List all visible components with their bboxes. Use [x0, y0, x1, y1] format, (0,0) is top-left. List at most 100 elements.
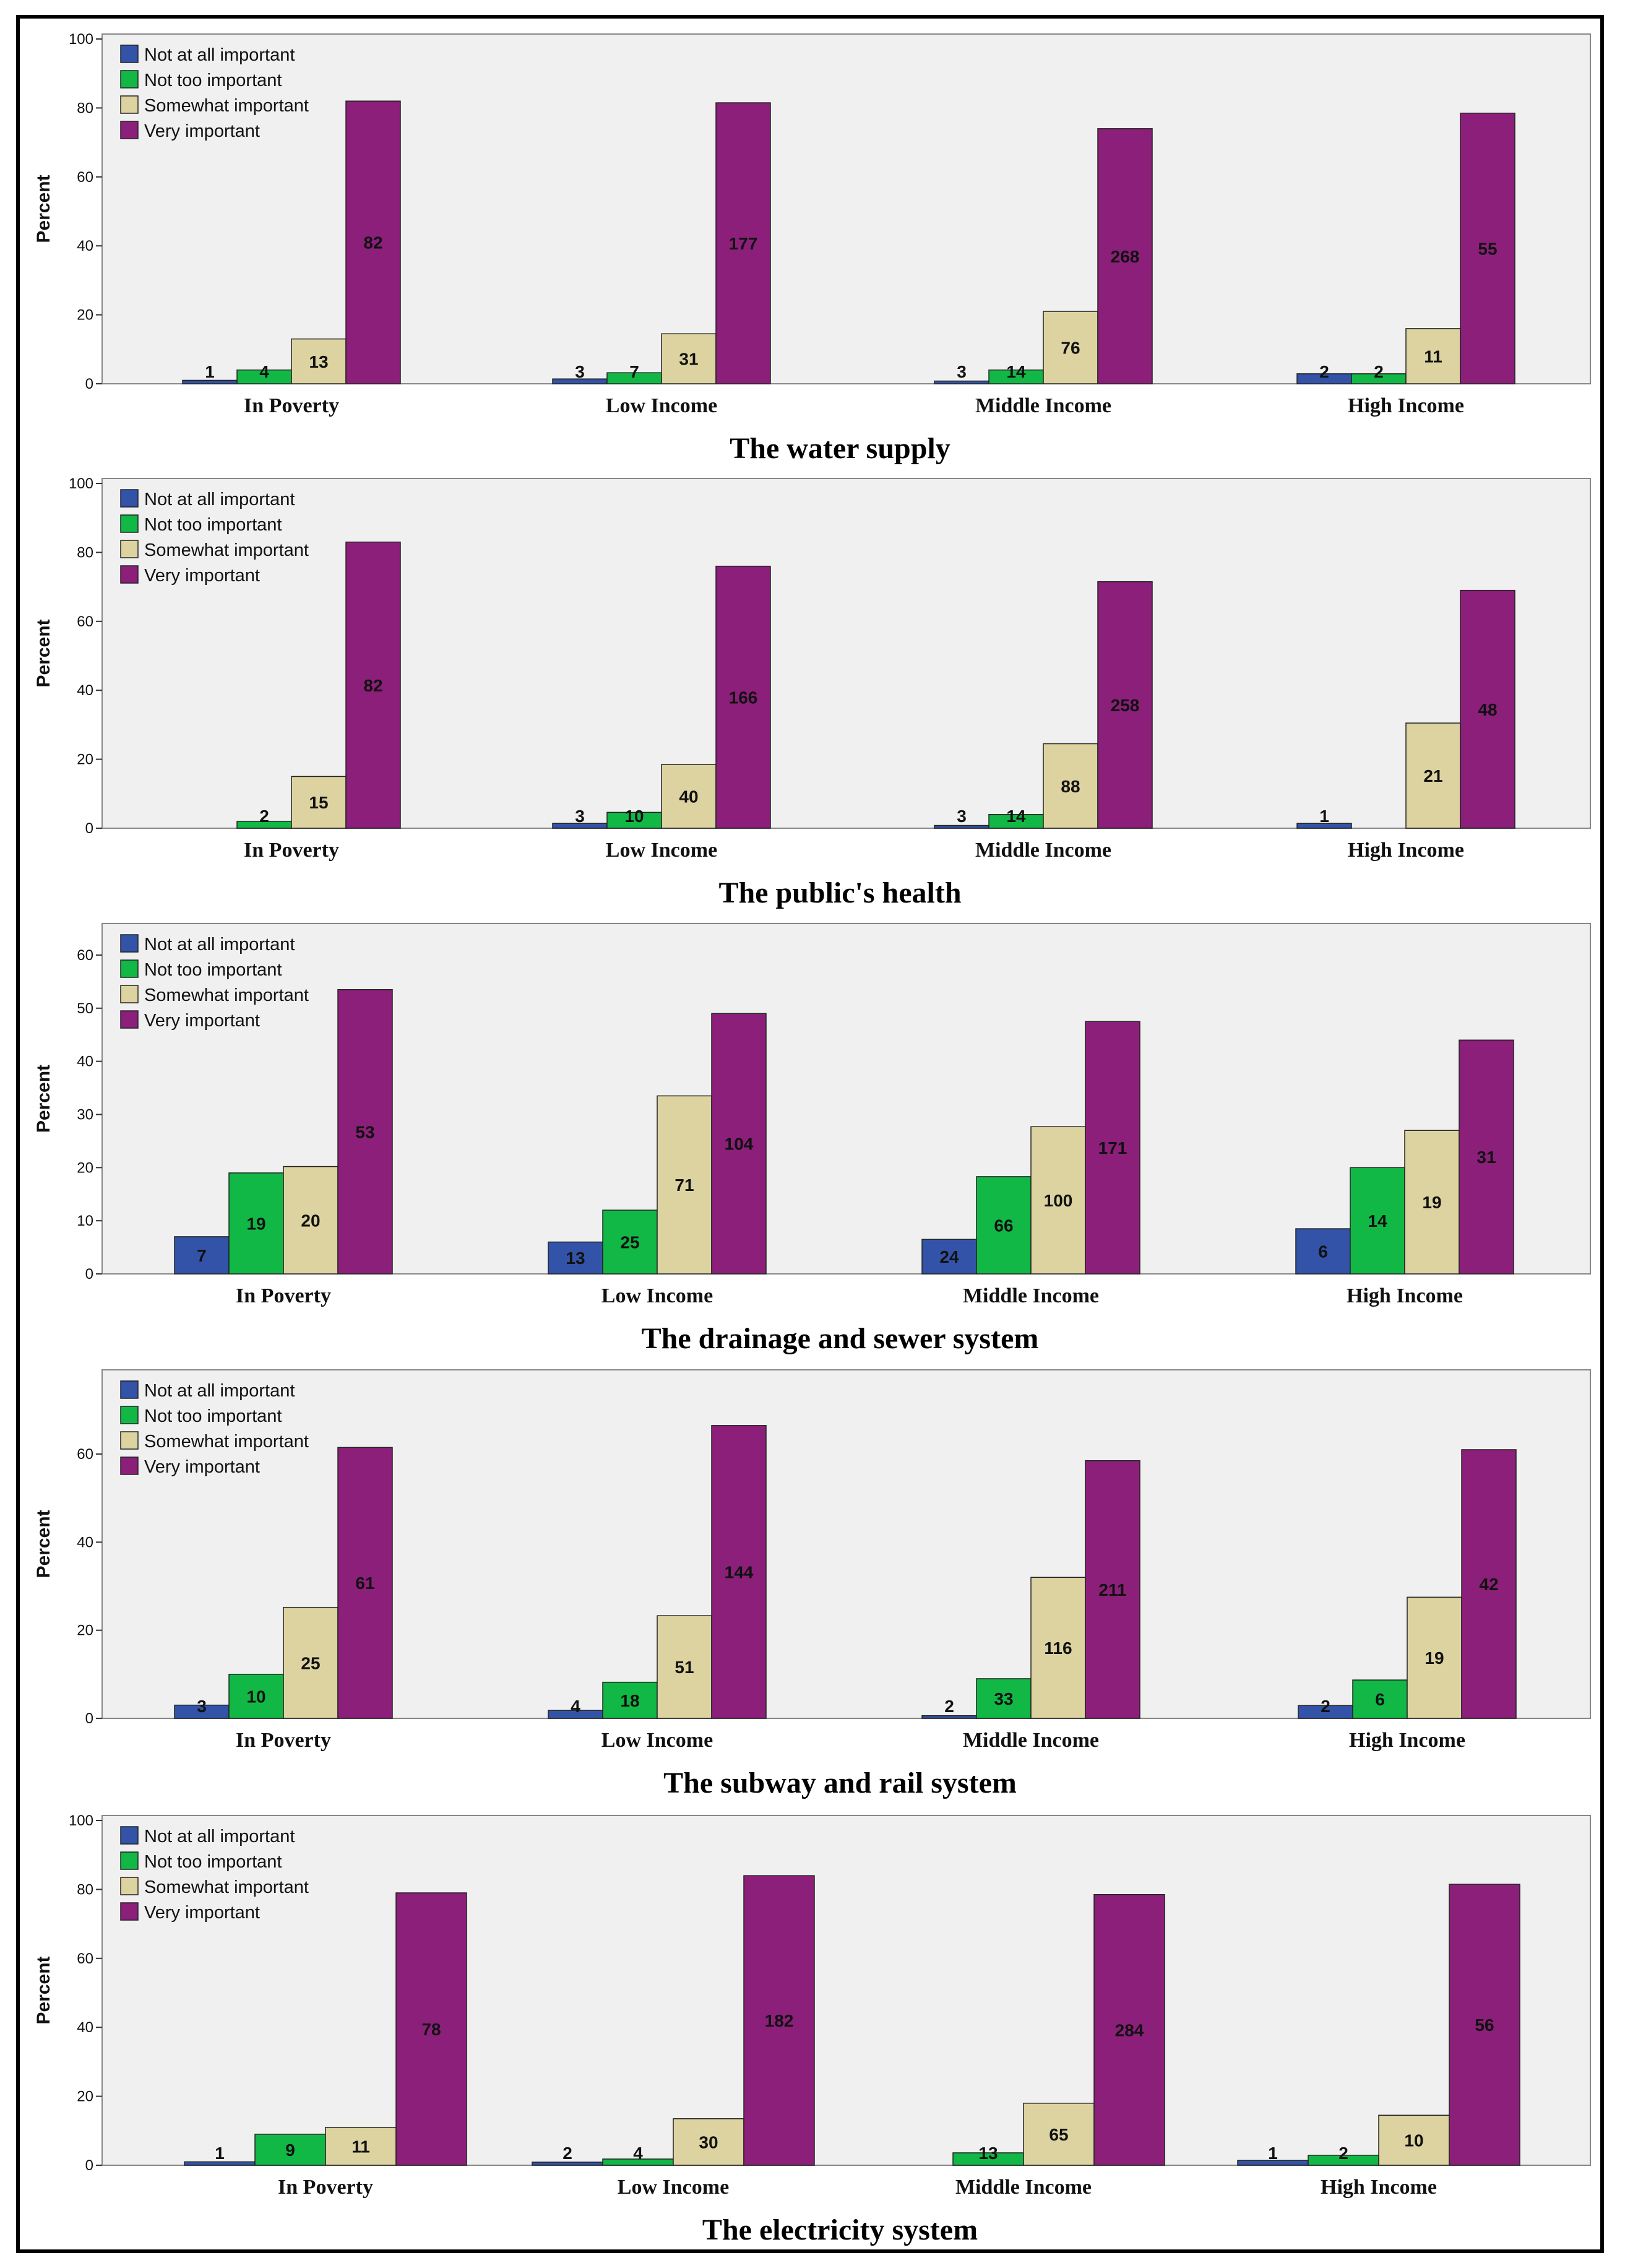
- y-tick-label: 60: [77, 613, 93, 630]
- data-label: 25: [301, 1653, 320, 1673]
- bar-not-at-all-important-middle-income: [921, 1715, 977, 1719]
- legend-label-not-at-all-important: Not at all important: [144, 935, 295, 954]
- data-label: 10: [246, 1687, 265, 1706]
- bar-somewhat-important-in-poverty: [283, 1166, 338, 1275]
- data-label: 88: [1061, 777, 1080, 796]
- y-tick-label: 60: [77, 947, 93, 964]
- legend-swatch-not-too-important: [120, 1851, 139, 1870]
- legend-label-very-important: Very important: [144, 1011, 260, 1031]
- legend-label-very-important: Very important: [144, 566, 260, 586]
- data-label: 258: [1111, 696, 1140, 715]
- data-label: 2: [1374, 362, 1384, 381]
- bar-very-important-high-income: [1460, 113, 1515, 384]
- bar-not-too-important-middle-income: [976, 1176, 1032, 1275]
- data-label: 14: [1368, 1211, 1387, 1231]
- y-tick-label: 0: [85, 2157, 93, 2174]
- data-label: 7: [197, 1246, 207, 1265]
- category-label: Middle Income: [963, 1284, 1099, 1307]
- legend-swatch-not-too-important: [120, 959, 139, 978]
- data-label: 53: [355, 1122, 374, 1141]
- y-axis-label: Percent: [33, 1065, 54, 1133]
- y-tick-label: 30: [77, 1106, 93, 1123]
- data-label: 15: [309, 793, 328, 812]
- bar-very-important-in-poverty: [337, 989, 393, 1275]
- y-tick-label: 40: [77, 1534, 93, 1551]
- chart-title: The water supply: [730, 432, 950, 465]
- data-label: 19: [1422, 1193, 1441, 1212]
- y-tick-label: 20: [77, 2088, 93, 2105]
- y-tick-label: 100: [69, 31, 93, 48]
- data-label: 14: [1006, 807, 1026, 826]
- y-tick-label: 40: [77, 2019, 93, 2036]
- legend-swatch-very-important: [120, 1456, 139, 1475]
- legend-label-somewhat-important: Somewhat important: [144, 96, 309, 116]
- bar-somewhat-important-low-income: [661, 764, 717, 829]
- bar-very-important-low-income: [715, 102, 771, 384]
- y-tick-label: 60: [77, 169, 93, 186]
- bar-not-too-important-low-income: [606, 812, 662, 829]
- category-label: Middle Income: [963, 1729, 1099, 1752]
- bar-very-important-low-income: [711, 1013, 767, 1275]
- bar-somewhat-important-low-income: [657, 1615, 712, 1719]
- data-label: 13: [566, 1249, 585, 1268]
- y-tick-label: 80: [77, 1881, 93, 1898]
- category-label: Middle Income: [975, 394, 1111, 417]
- bar-very-important-middle-income: [1085, 1460, 1140, 1719]
- data-label: 2: [1321, 1697, 1330, 1716]
- y-axis-label: Percent: [33, 1510, 54, 1578]
- bar-somewhat-important-low-income: [657, 1095, 712, 1275]
- y-tick-label: 10: [77, 1213, 93, 1229]
- data-label: 100: [1044, 1191, 1073, 1210]
- bar-not-too-important-in-poverty: [228, 1172, 284, 1275]
- data-label: 4: [259, 362, 269, 381]
- bar-somewhat-important-in-poverty: [283, 1606, 338, 1719]
- legend-label-somewhat-important: Somewhat important: [144, 985, 309, 1005]
- bar-not-at-all-important-middle-income: [921, 1239, 977, 1275]
- y-tick-label: 40: [77, 682, 93, 699]
- category-label: In Poverty: [244, 839, 339, 862]
- data-label: 31: [1476, 1148, 1496, 1167]
- legend-swatch-somewhat-important: [120, 1431, 139, 1450]
- data-label: 7: [629, 362, 639, 381]
- bar-very-important-high-income: [1461, 1449, 1517, 1719]
- bar-not-too-important-low-income: [602, 1681, 658, 1719]
- bar-not-at-all-important-in-poverty: [174, 1236, 230, 1275]
- plot-area: [101, 1815, 1591, 2166]
- data-label: 11: [351, 2137, 370, 2156]
- bar-somewhat-important-high-income: [1404, 1130, 1460, 1275]
- category-label: Low Income: [606, 839, 717, 862]
- data-label: 2: [259, 807, 269, 826]
- category-label: High Income: [1348, 394, 1464, 417]
- legend-label-not-too-important: Not too important: [144, 1406, 282, 1426]
- legend-label-not-at-all-important: Not at all important: [144, 1381, 295, 1401]
- chart-title: The public's health: [718, 876, 961, 909]
- data-label: 18: [620, 1691, 639, 1710]
- bar-very-important-low-income: [743, 1875, 815, 2166]
- data-label: 211: [1098, 1580, 1126, 1599]
- legend-swatch-not-at-all-important: [120, 489, 139, 508]
- data-label: 268: [1111, 247, 1140, 266]
- bar-somewhat-important-middle-income: [1043, 311, 1098, 384]
- legend-swatch-not-too-important: [120, 70, 139, 89]
- data-label: 1: [215, 2144, 225, 2163]
- data-label: 25: [620, 1232, 639, 1252]
- bar-very-important-middle-income: [1097, 581, 1153, 829]
- bar-somewhat-important-in-poverty: [325, 2126, 397, 2166]
- bar-somewhat-important-in-poverty: [291, 338, 347, 384]
- bar-not-too-important-high-income: [1352, 1679, 1408, 1719]
- data-label: 1: [1268, 2144, 1278, 2163]
- data-label: 177: [729, 234, 758, 253]
- category-label: In Poverty: [236, 1284, 331, 1307]
- y-tick-label: 20: [77, 1159, 93, 1176]
- data-label: 2: [562, 2144, 572, 2163]
- chart-title: The drainage and sewer system: [642, 1322, 1039, 1355]
- y-tick-label: 40: [77, 238, 93, 254]
- chart-panel-the-drainage-and-sewer-system: 0 10 20 30 40 50 60 Percent 7 19 20 53 In Poverty 13 2…: [33, 923, 1591, 1355]
- data-label: 10: [1404, 2131, 1423, 2150]
- bar-very-important-high-income: [1449, 1884, 1520, 2166]
- legend-swatch-somewhat-important: [120, 1877, 139, 1895]
- data-label: 78: [421, 2020, 441, 2039]
- legend-label-not-at-all-important: Not at all important: [144, 490, 295, 509]
- y-tick-label: 60: [77, 1950, 93, 1967]
- data-label: 116: [1044, 1638, 1072, 1658]
